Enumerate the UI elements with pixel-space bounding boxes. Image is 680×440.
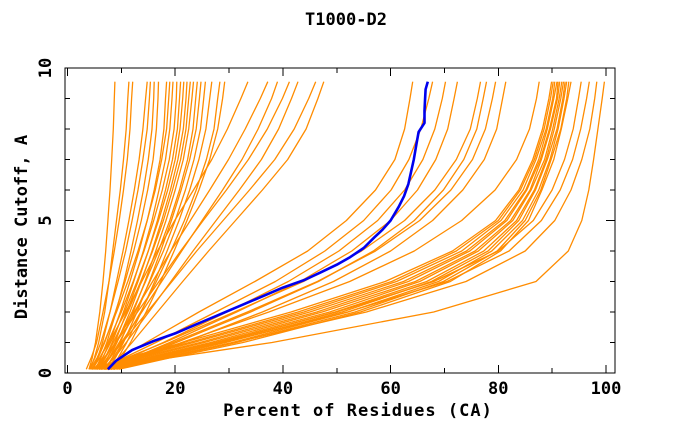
model-curve (102, 81, 221, 370)
model-curve (99, 81, 558, 370)
model-curve (92, 81, 290, 370)
y-tick-label: 0 (36, 368, 56, 378)
model-curve (96, 81, 191, 370)
model-curve (113, 81, 606, 370)
model-curve (91, 81, 178, 370)
model-curve (110, 81, 598, 370)
model-curve (107, 81, 459, 370)
model-curve (90, 81, 249, 370)
x-tick-label: 20 (165, 379, 185, 399)
x-tick-label: 60 (380, 379, 400, 399)
highlighted-curve (106, 81, 430, 371)
model-curve (98, 81, 434, 370)
model-curve (105, 81, 582, 370)
model-curve (113, 81, 507, 370)
model-curve (96, 81, 317, 370)
model-curve (98, 81, 174, 370)
model-curve (108, 81, 213, 370)
model-curve (96, 81, 556, 370)
x-tick-label: 80 (488, 379, 508, 399)
model-curve (103, 81, 561, 370)
model-curve (89, 81, 130, 370)
model-curve (92, 81, 148, 370)
model-curve (110, 81, 488, 370)
model-curve (101, 81, 188, 370)
model-curve (98, 81, 198, 370)
x-tick-label: 0 (62, 379, 72, 399)
model-curve (105, 81, 325, 370)
model-curve (93, 81, 185, 370)
chart-title: T1000-D2 (305, 10, 387, 30)
model-curve (88, 81, 152, 370)
model-curve (118, 81, 572, 370)
y-tick-label: 10 (36, 58, 56, 78)
model-curve (99, 81, 207, 370)
model-curve (106, 81, 563, 370)
x-axis-label: Percent of Residues (CA) (223, 401, 493, 421)
model-curve (94, 81, 554, 370)
y-axis-label: Distance Cutoff, A (12, 134, 32, 320)
model-curve (85, 81, 134, 370)
model-curve (88, 81, 116, 370)
model-curve (104, 81, 497, 370)
model-curve (89, 81, 171, 370)
model-curve (91, 81, 553, 370)
model-curve (102, 81, 299, 370)
model-curve (107, 81, 590, 370)
model-curve (100, 81, 482, 370)
model-curve (101, 81, 559, 370)
y-tick-label: 5 (36, 215, 56, 225)
x-tick-label: 100 (591, 379, 622, 399)
x-tick-label: 40 (273, 379, 293, 399)
